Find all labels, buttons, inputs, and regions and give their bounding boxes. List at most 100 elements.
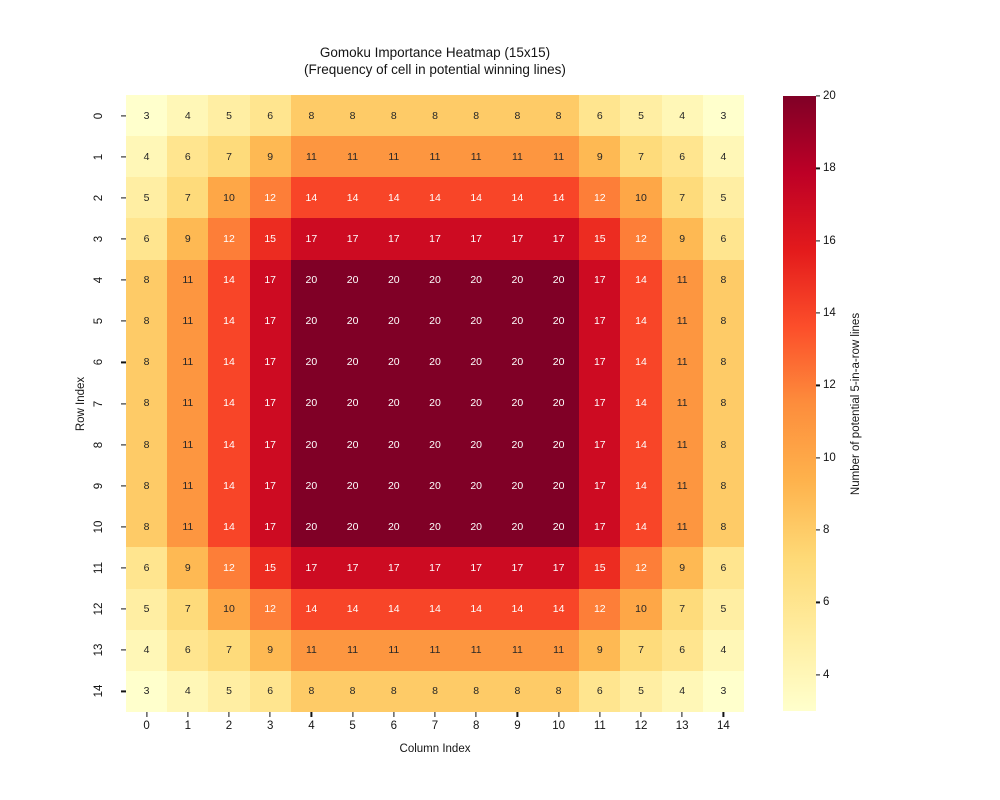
heatmap-cell: 20 xyxy=(496,300,538,342)
heatmap-cell: 11 xyxy=(167,300,209,342)
heatmap-cell: 9 xyxy=(661,218,703,260)
heatmap-cell: 11 xyxy=(455,136,497,178)
y-tick-label: 1 xyxy=(93,153,105,160)
heatmap-cell: 14 xyxy=(332,177,374,219)
colorbar xyxy=(783,96,816,711)
x-tick-label: 7 xyxy=(431,720,439,732)
heatmap-cell: 11 xyxy=(661,341,703,383)
heatmap-cell: 5 xyxy=(620,670,662,712)
heatmap-cell: 15 xyxy=(579,547,621,589)
y-tick-label: 11 xyxy=(93,562,105,575)
x-tick-label: 9 xyxy=(514,720,521,732)
heatmap-cell: 20 xyxy=(373,300,415,342)
heatmap-cell: 14 xyxy=(414,588,456,630)
heatmap-cell: 11 xyxy=(496,629,538,671)
heatmap-cell: 9 xyxy=(249,136,291,178)
heatmap-cell: 20 xyxy=(414,382,456,425)
heatmap-cell: 6 xyxy=(702,218,744,260)
heatmap-cell: 20 xyxy=(496,259,538,301)
heatmap-cell: 20 xyxy=(373,382,415,425)
heatmap-cell: 3 xyxy=(126,670,168,712)
heatmap-cell: 20 xyxy=(455,506,497,548)
y-tick-mark xyxy=(121,402,126,405)
heatmap-cell: 14 xyxy=(620,506,662,548)
heatmap-cell: 6 xyxy=(167,629,209,671)
heatmap-cell: 20 xyxy=(290,341,332,383)
heatmap-cell: 11 xyxy=(167,424,209,466)
x-tick-label: 8 xyxy=(472,720,480,732)
heatmap-cell: 6 xyxy=(661,629,703,671)
x-tick-label: 1 xyxy=(184,720,191,732)
y-tick-label: 5 xyxy=(93,318,105,325)
heatmap-cell: 20 xyxy=(455,424,497,466)
x-tick-label: 0 xyxy=(143,720,150,732)
heatmap-cell: 14 xyxy=(208,506,250,548)
heatmap-cell: 5 xyxy=(620,95,662,137)
y-tick-label: 2 xyxy=(93,194,105,202)
heatmap-cell: 14 xyxy=(290,588,332,630)
heatmap-cell: 17 xyxy=(538,547,580,589)
x-tick-label: 11 xyxy=(593,720,606,732)
heatmap-cell: 14 xyxy=(208,382,250,425)
heatmap-cell: 14 xyxy=(455,588,497,630)
heatmap-cell: 4 xyxy=(661,670,703,712)
y-tick-label: 7 xyxy=(93,400,105,407)
heatmap-cell: 8 xyxy=(496,95,538,137)
y-tick-mark xyxy=(121,156,126,158)
heatmap-cell: 4 xyxy=(126,629,168,671)
heatmap-cell: 7 xyxy=(620,629,662,671)
heatmap-cell: 14 xyxy=(208,341,250,383)
heatmap-cell: 20 xyxy=(455,465,497,507)
heatmap-cell: 20 xyxy=(496,424,538,466)
heatmap-cell: 8 xyxy=(538,670,580,712)
heatmap-cell: 20 xyxy=(414,465,456,507)
y-tick-mark xyxy=(121,690,126,693)
colorbar-tick-label: 12 xyxy=(823,379,836,392)
y-tick-label: 13 xyxy=(93,643,105,657)
x-tick-mark xyxy=(393,712,395,717)
heatmap-cell: 20 xyxy=(290,259,332,301)
x-tick-mark xyxy=(516,712,518,717)
heatmap-cell: 8 xyxy=(126,259,168,301)
heatmap-cell: 7 xyxy=(208,136,250,178)
y-tick-label: 6 xyxy=(93,359,105,366)
heatmap-cell: 20 xyxy=(414,259,456,301)
heatmap-cell: 14 xyxy=(620,465,662,507)
heatmap-cell: 6 xyxy=(579,95,621,137)
heatmap-cell: 17 xyxy=(455,218,497,260)
heatmap-cell: 4 xyxy=(167,670,209,712)
heatmap-cell: 17 xyxy=(579,382,621,425)
heatmap-cell: 5 xyxy=(702,588,744,630)
heatmap-cell: 8 xyxy=(702,424,744,466)
y-tick-mark xyxy=(121,197,126,199)
heatmap-cell: 17 xyxy=(579,424,621,466)
heatmap-cell: 20 xyxy=(290,382,332,425)
heatmap-cell: 12 xyxy=(620,218,662,260)
x-tick-label: 10 xyxy=(552,720,565,732)
heatmap-cell: 15 xyxy=(249,547,291,589)
heatmap-cell: 12 xyxy=(249,588,291,630)
heatmap-cell: 20 xyxy=(455,300,497,342)
heatmap-cell: 14 xyxy=(414,177,456,219)
colorbar-tick-label: 20 xyxy=(823,90,836,102)
heatmap-cell: 11 xyxy=(661,424,703,466)
colorbar-tick-label: 8 xyxy=(823,524,830,537)
heatmap-cell: 15 xyxy=(249,218,291,260)
y-tick-label: 9 xyxy=(93,482,105,489)
heatmap-cell: 20 xyxy=(455,382,497,425)
heatmap-cell: 8 xyxy=(373,670,415,712)
heatmap-cell: 17 xyxy=(332,547,374,589)
heatmap-cell: 8 xyxy=(126,465,168,507)
heatmap-cell: 10 xyxy=(620,177,662,219)
heatmap-cell: 20 xyxy=(455,259,497,301)
heatmap-cell: 11 xyxy=(373,629,415,671)
heatmap-cell: 11 xyxy=(290,629,332,671)
heatmap-cell: 11 xyxy=(414,136,456,178)
y-tick-mark xyxy=(121,361,126,363)
heatmap-cell: 14 xyxy=(538,177,580,219)
heatmap-cell: 4 xyxy=(702,629,744,671)
heatmap-cell: 20 xyxy=(290,424,332,466)
heatmap-cell: 20 xyxy=(290,465,332,507)
heatmap-cell: 17 xyxy=(579,341,621,383)
